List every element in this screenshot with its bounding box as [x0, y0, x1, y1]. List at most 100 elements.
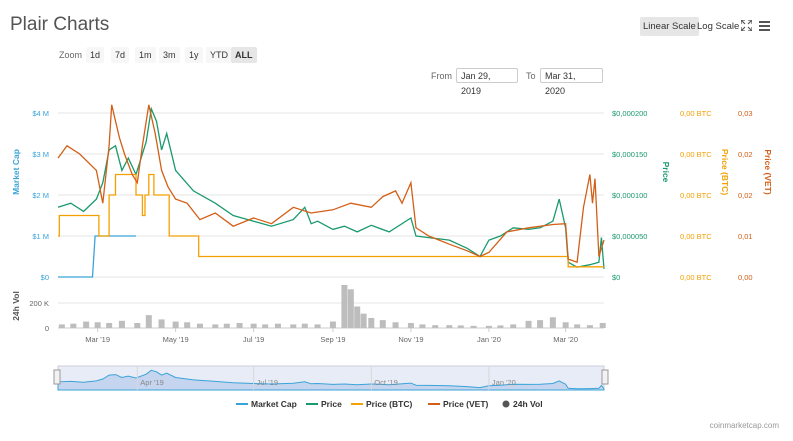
volume-bar — [432, 325, 439, 328]
volume-bar — [94, 322, 101, 328]
x-tick-label: Jan '20 — [477, 335, 501, 344]
volume-bar — [457, 325, 464, 328]
credit-link[interactable]: coinmarketcap.com — [709, 421, 779, 430]
market-cap-series-line — [58, 235, 136, 278]
to-date-input[interactable]: Mar 31, 2020 — [540, 68, 603, 96]
volume-bar — [537, 320, 544, 328]
market-cap-axis-label: Market Cap — [11, 149, 21, 195]
price-btc-tick-label: 0,00 BTC — [680, 232, 712, 241]
volume-bar — [106, 322, 113, 328]
to-label: To — [526, 71, 536, 81]
legend-label: Market Cap — [251, 399, 297, 409]
zoom-all-button[interactable]: ALL — [231, 47, 257, 63]
price-axis-label: Price — [661, 162, 671, 183]
volume-bar — [184, 322, 191, 328]
volume-bar — [290, 324, 297, 328]
navigator-tick-label: Oct '19 — [374, 378, 398, 387]
legend-item[interactable]: Price (BTC) — [351, 399, 412, 409]
volume-bar — [274, 323, 281, 328]
price-vet-tick-label: 0,02 — [738, 191, 753, 200]
linear-scale-button[interactable]: Linear Scale — [640, 17, 699, 36]
navigator-tick-label: Apr '19 — [140, 378, 164, 387]
volume-bar — [446, 325, 453, 328]
volume-bar — [70, 323, 77, 328]
volume-bar — [172, 321, 179, 328]
page-title: Plair Charts — [10, 14, 110, 35]
zoom-ytd-button[interactable]: YTD — [206, 47, 232, 63]
volume-bar — [236, 322, 243, 328]
volume-bar — [470, 325, 477, 328]
price-series-line — [57, 106, 605, 269]
navigator-tick-label: Jul '19 — [257, 378, 278, 387]
volume-bar — [525, 320, 532, 328]
volume-bar — [223, 323, 230, 328]
legend-label: Price — [321, 399, 342, 409]
x-tick-label: Sep '19 — [320, 335, 345, 344]
legend-label: Price (BTC) — [366, 399, 412, 409]
x-tick-label: Jul '19 — [243, 335, 264, 344]
price-vet-tick-label: 0,03 — [738, 109, 753, 118]
price-btc-tick-label: 0,00 BTC — [680, 109, 712, 118]
legend-item[interactable]: Market Cap — [236, 399, 297, 409]
price-btc-tick-label: 0,00 BTC — [680, 191, 712, 200]
volume-bar — [407, 322, 414, 328]
volume-bar — [314, 324, 321, 328]
volume-bar — [485, 325, 492, 328]
zoom-3m-button[interactable]: 3m — [159, 47, 180, 63]
volume-bar — [549, 317, 556, 328]
price-vet-series-line — [57, 104, 605, 264]
price-btc-tick-label: 0,00 BTC — [680, 273, 712, 282]
volume-bar — [562, 322, 569, 328]
volume-bar — [379, 320, 386, 328]
grid-lines — [58, 112, 604, 329]
price-btc-tick-label: 0,00 BTC — [680, 150, 712, 159]
volume-bar — [510, 324, 517, 328]
market-cap-tick-label: $4 M — [32, 109, 49, 118]
navigator-handle-left[interactable] — [53, 369, 61, 385]
x-tick-label: May '19 — [163, 335, 189, 344]
volume-bar — [262, 324, 269, 328]
volume-bar — [599, 322, 606, 328]
price-tick-label: $0,000050 — [612, 232, 647, 241]
legend-label: Price (VET) — [443, 399, 489, 409]
price-btc-series-line — [58, 173, 604, 268]
volume-bar — [158, 319, 165, 328]
volume-bar — [392, 322, 399, 328]
zoom-1y-button[interactable]: 1y — [185, 47, 203, 63]
price-tick-label: $0 — [612, 273, 620, 282]
zoom-1d-button[interactable]: 1d — [86, 47, 105, 63]
zoom-1m-button[interactable]: 1m — [135, 47, 156, 63]
volume-bar — [83, 321, 90, 328]
volume-bar — [341, 285, 348, 328]
volume-bar — [196, 323, 203, 328]
menu-icon[interactable] — [759, 21, 770, 31]
volume-bar — [250, 323, 257, 328]
volume-bar — [145, 315, 152, 328]
navigator-handle-right[interactable] — [601, 369, 609, 385]
legend-item[interactable]: 24h Vol — [502, 399, 543, 409]
volume-bar — [347, 289, 354, 328]
legend-item[interactable]: Price (VET) — [428, 399, 489, 409]
volume-bar — [360, 313, 367, 328]
from-date-input[interactable]: Jan 29, 2019 — [456, 68, 518, 96]
zoom-7d-button[interactable]: 7d — [111, 47, 130, 63]
volume-bar — [58, 324, 65, 328]
volume-bar — [118, 320, 125, 328]
volume-bar — [329, 321, 336, 328]
market-cap-tick-label: $3 M — [32, 150, 49, 159]
volume-bar — [574, 324, 581, 328]
fullscreen-icon[interactable] — [741, 20, 752, 31]
log-scale-button[interactable]: Log Scale — [697, 21, 740, 32]
volume-bar — [497, 325, 504, 328]
volume-bar — [419, 324, 426, 328]
x-tick-label: Mar '20 — [553, 335, 578, 344]
navigator-tick-label: Jan '20 — [492, 378, 516, 387]
market-cap-tick-label: $2 M — [32, 191, 49, 200]
x-tick-label: Nov '19 — [398, 335, 423, 344]
price-vet-tick-label: 0,01 — [738, 232, 753, 241]
volume-axis-label: 24h Vol — [11, 291, 21, 321]
volume-bar — [134, 322, 141, 328]
legend-item[interactable]: Price — [306, 399, 342, 409]
price-tick-label: $0,000150 — [612, 150, 647, 159]
